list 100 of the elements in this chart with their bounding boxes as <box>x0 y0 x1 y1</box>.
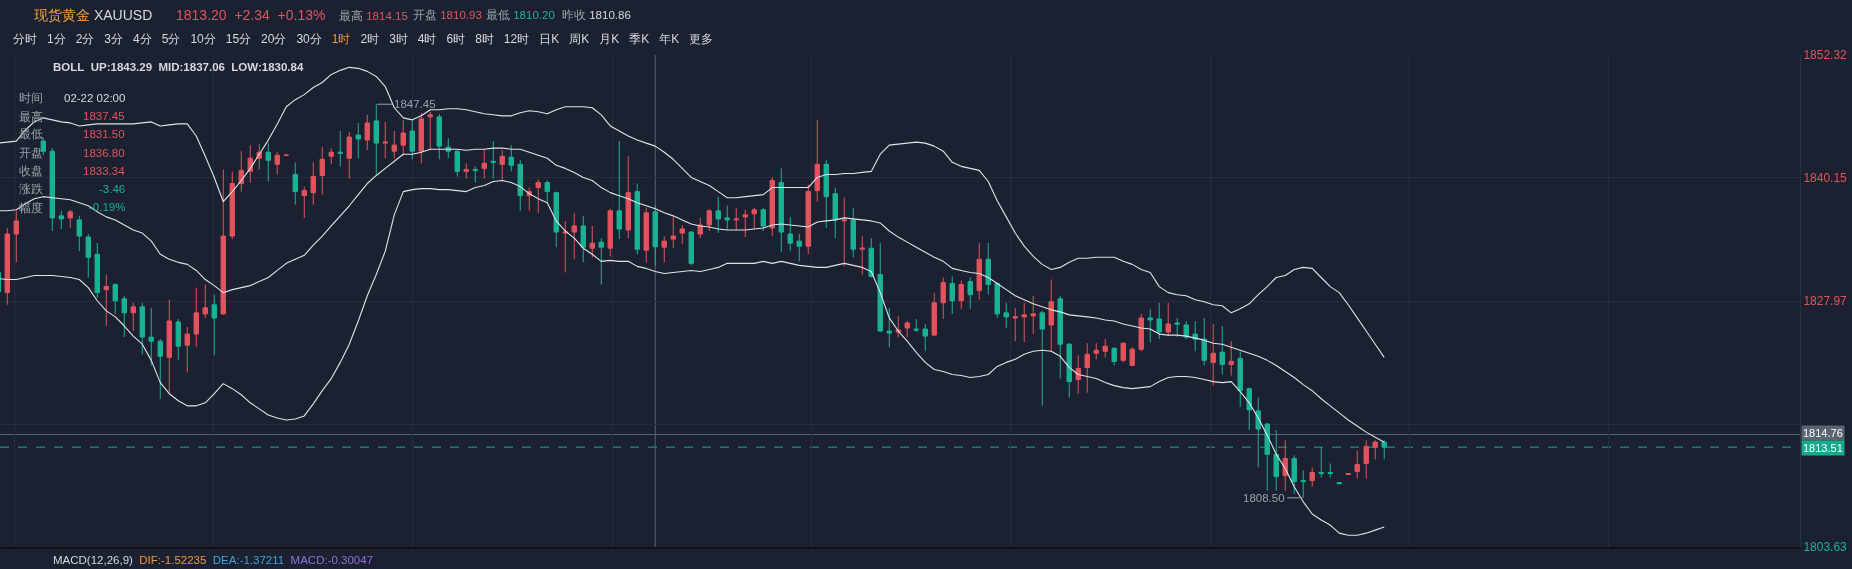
candlestick <box>1309 466 1315 488</box>
candlestick <box>688 230 694 266</box>
candlestick <box>670 216 676 249</box>
candlestick <box>1246 387 1252 431</box>
candlestick <box>49 147 55 232</box>
candlestick <box>949 276 955 315</box>
candlestick <box>787 216 793 252</box>
candlestick <box>1039 310 1045 407</box>
candlestick <box>274 151 280 175</box>
candlestick <box>184 326 190 373</box>
candlestick <box>877 242 883 333</box>
candlestick <box>508 144 514 172</box>
y-tick-label: 1852.32 <box>1803 48 1848 63</box>
candlestick <box>571 212 577 260</box>
candlestick <box>1102 338 1108 358</box>
candlestick <box>1372 439 1378 460</box>
candlestick <box>913 318 919 333</box>
candlestick <box>598 237 604 286</box>
text: 开盘 1836.80 <box>19 147 125 159</box>
candlestick <box>1156 302 1162 340</box>
candlestick <box>67 209 73 229</box>
candlestick <box>328 147 334 165</box>
candlestick <box>436 113 442 160</box>
candlestick <box>1120 341 1126 363</box>
candlestick <box>760 207 766 232</box>
text: 幅度 -0.19% <box>19 201 126 214</box>
candlestick <box>409 119 415 160</box>
candlestick <box>121 295 127 338</box>
candlestick <box>706 208 712 232</box>
candlestick <box>616 140 622 240</box>
candlestick <box>733 207 739 231</box>
candlestick <box>1300 470 1306 499</box>
candlestick <box>391 130 397 159</box>
ref-line-label: 1813.51 <box>1803 442 1843 454</box>
candlestick <box>607 208 613 257</box>
candlestick <box>1345 473 1351 476</box>
candlestick <box>553 191 559 248</box>
candlestick <box>58 210 64 230</box>
candlestick <box>490 140 496 179</box>
candlestick <box>1363 439 1369 480</box>
candlestick <box>1201 317 1207 366</box>
line-series <box>0 147 1385 443</box>
candlestick <box>148 307 154 366</box>
candlestick <box>859 235 865 275</box>
candlestick <box>1228 340 1234 377</box>
y-tick-label: 1803.63 <box>1803 540 1848 555</box>
candlestick <box>1336 482 1342 485</box>
candlestick <box>220 168 226 316</box>
candlestick <box>832 187 838 239</box>
candlestick <box>427 111 433 151</box>
candlestick <box>535 178 541 214</box>
text: 分时 1分 2分 3分 4分 5分 10分 15分 20分 30分 1时 2时 3时 4时 6时 8时 12时 日K 周K 月K 季K 年K 更多 <box>13 32 714 46</box>
candlestick <box>310 161 316 206</box>
candlestick <box>562 220 568 273</box>
candlestick <box>679 224 685 245</box>
candlestick <box>922 323 928 352</box>
y-tick-label: 1840.15 <box>1803 171 1848 186</box>
candlestick <box>1183 320 1189 340</box>
text: MACD(12,26,9) DIF:-1.52235 DEA:-1.37211 MACD:-0.30047 <box>53 554 374 566</box>
candlestick <box>211 294 217 356</box>
annotation: 1808.50 <box>1243 492 1285 504</box>
candlestick <box>886 307 892 348</box>
candlestick <box>661 235 667 263</box>
candlestick <box>265 142 271 183</box>
candlestick <box>994 282 1000 319</box>
candlestick <box>652 204 658 266</box>
candlestick <box>1138 313 1144 352</box>
candlestick <box>868 237 874 279</box>
candlestick <box>634 183 640 255</box>
line-series <box>0 179 1385 536</box>
candlestick <box>103 273 109 327</box>
candlestick <box>544 180 550 204</box>
candlestick <box>112 283 118 315</box>
candlestick <box>958 280 964 310</box>
candlestick <box>1057 295 1063 380</box>
candlestick <box>1003 302 1009 329</box>
candlestick <box>1327 462 1333 479</box>
text: 最高 1814.15 <box>339 9 408 22</box>
candlestick <box>229 170 235 240</box>
candlestick <box>337 130 343 167</box>
candlestick <box>724 205 730 231</box>
candlestick <box>1219 325 1225 376</box>
candlestick <box>1066 342 1072 399</box>
candlestick <box>625 155 631 239</box>
y-tick-label: 1827.97 <box>1803 294 1848 309</box>
candlestick <box>715 196 721 234</box>
candlestick <box>1291 454 1297 495</box>
candlestick <box>1030 295 1036 335</box>
candlestick <box>1093 342 1099 360</box>
candlestick <box>1354 449 1360 480</box>
candlestick <box>1129 346 1135 366</box>
candlestick <box>814 119 820 203</box>
candlestick <box>1012 307 1018 342</box>
candlestick <box>778 167 784 253</box>
candlestick <box>76 215 82 252</box>
ref-line-label: 1814.76 <box>1803 427 1843 439</box>
text: 最高 1837.45 <box>19 110 125 123</box>
candlestick <box>94 242 100 299</box>
candlestick <box>940 277 946 320</box>
candlestick <box>301 186 307 219</box>
